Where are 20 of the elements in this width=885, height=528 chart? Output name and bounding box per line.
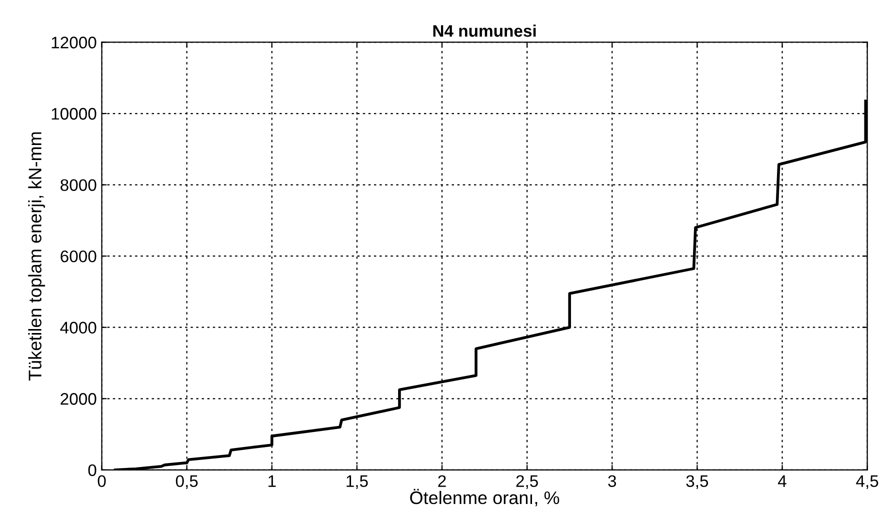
x-tick-label: 1 bbox=[268, 475, 276, 487]
x-axis-title: Ötelenme oranı, % bbox=[410, 488, 560, 506]
x-tick-label: 2 bbox=[438, 475, 446, 487]
y-tick-label: 12000 bbox=[52, 36, 96, 48]
x-tick-label: 0 bbox=[98, 475, 106, 488]
y-tick-label: 4000 bbox=[60, 322, 96, 334]
x-tick-label: 2,5 bbox=[516, 475, 538, 489]
x-tick-label: 3,5 bbox=[686, 475, 708, 489]
x-tick-label: 1,5 bbox=[346, 475, 368, 489]
y-tick-label: 6000 bbox=[60, 250, 96, 262]
y-tick-label: 0 bbox=[88, 464, 96, 476]
y-tick-label: 2000 bbox=[60, 393, 96, 405]
x-tick-label: 4,5 bbox=[856, 475, 878, 489]
x-tick-label: 3 bbox=[608, 475, 616, 488]
y-tick-label: 8000 bbox=[60, 179, 96, 192]
y-axis-title: Tüketilen toplam enerji, kN-mm bbox=[28, 132, 46, 381]
x-tick-label: 4 bbox=[778, 475, 786, 487]
chart-title: N4 numunesi bbox=[433, 24, 536, 37]
x-tick-label: 0,5 bbox=[176, 475, 198, 489]
y-tick-label: 10000 bbox=[52, 108, 96, 120]
